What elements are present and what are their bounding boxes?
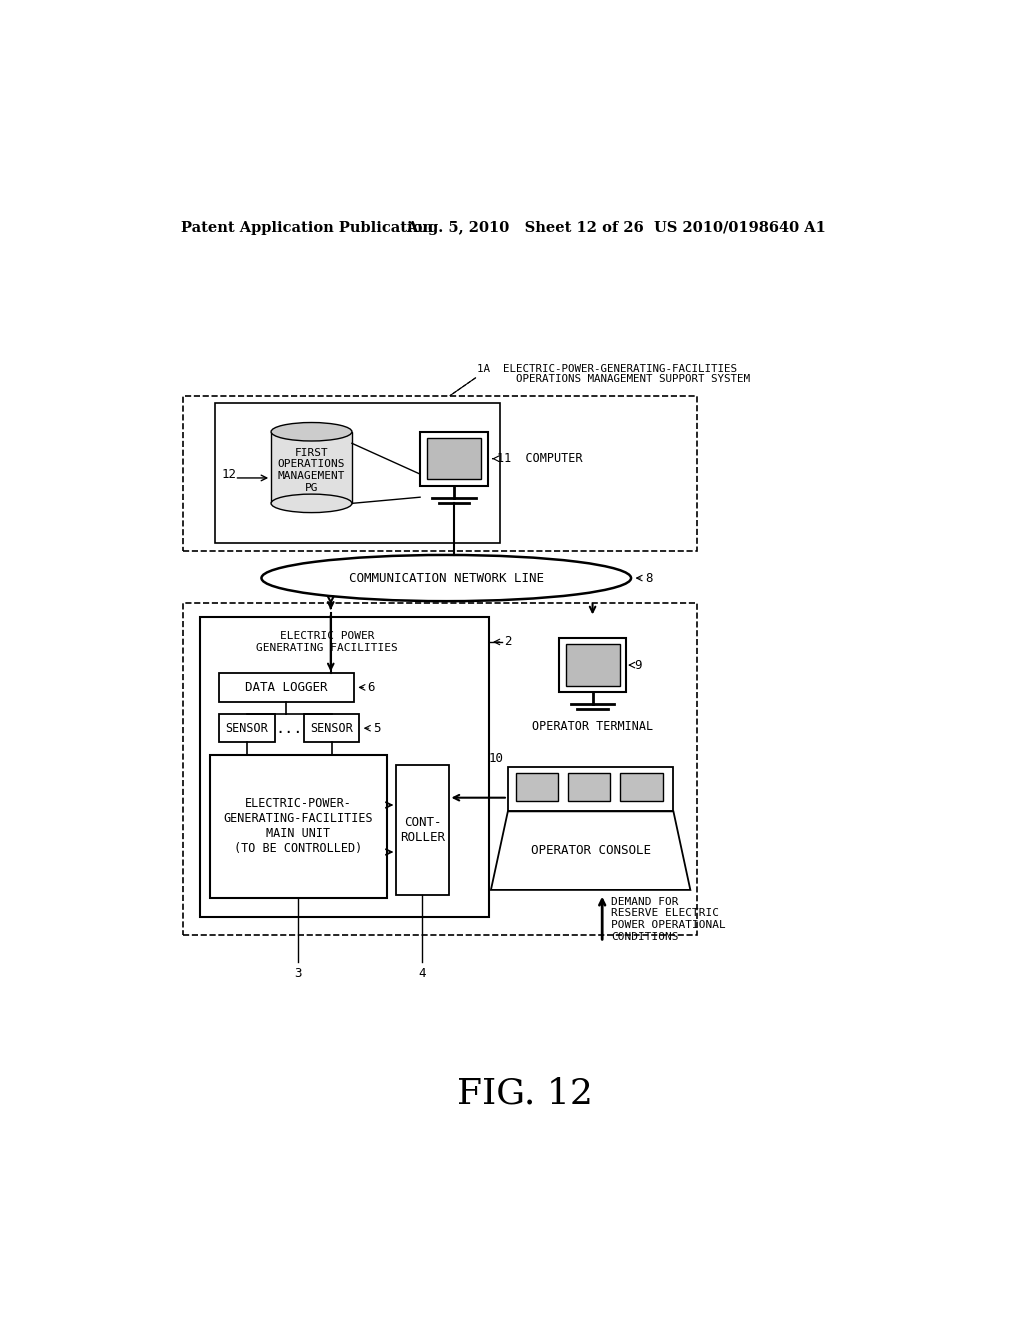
Text: ELECTRIC POWER: ELECTRIC POWER <box>280 631 374 640</box>
Text: 3: 3 <box>295 966 302 979</box>
Text: DEMAND FOR
RESERVE ELECTRIC
POWER OPERATIONAL
CONDITIONS: DEMAND FOR RESERVE ELECTRIC POWER OPERAT… <box>611 896 726 941</box>
Text: Aug. 5, 2010   Sheet 12 of 26: Aug. 5, 2010 Sheet 12 of 26 <box>407 220 644 235</box>
Text: ELECTRIC-POWER-
GENERATING-FACILITIES
MAIN UNIT
(TO BE CONTROLLED): ELECTRIC-POWER- GENERATING-FACILITIES MA… <box>223 797 373 855</box>
Text: 12: 12 <box>221 467 237 480</box>
Text: OPERATIONS MANAGEMENT SUPPORT SYSTEM: OPERATIONS MANAGEMENT SUPPORT SYSTEM <box>477 375 750 384</box>
Bar <box>215 404 500 544</box>
Bar <box>183 396 696 552</box>
Text: CONT-
ROLLER: CONT- ROLLER <box>400 816 444 845</box>
Polygon shape <box>490 812 690 890</box>
Text: 6: 6 <box>368 681 375 694</box>
Ellipse shape <box>271 494 352 512</box>
Text: 4: 4 <box>419 966 426 979</box>
Text: SENSOR: SENSOR <box>225 722 268 735</box>
Bar <box>565 644 620 686</box>
Text: OPERATOR TERMINAL: OPERATOR TERMINAL <box>532 721 653 733</box>
Text: US 2010/0198640 A1: US 2010/0198640 A1 <box>654 220 826 235</box>
Bar <box>219 714 274 742</box>
Text: FIG. 12: FIG. 12 <box>457 1077 593 1111</box>
Text: 2: 2 <box>504 635 512 648</box>
Text: 5: 5 <box>373 722 381 735</box>
Bar <box>420 432 487 486</box>
Text: GENERATING FACILITIES: GENERATING FACILITIES <box>256 643 397 653</box>
Bar <box>568 774 610 800</box>
Text: 8: 8 <box>645 572 652 585</box>
Text: Patent Application Publication: Patent Application Publication <box>180 220 432 235</box>
Bar <box>427 438 481 479</box>
Bar <box>621 774 663 800</box>
Bar <box>559 638 627 692</box>
Bar <box>508 767 674 812</box>
Text: 9: 9 <box>634 659 642 672</box>
Text: DATA LOGGER: DATA LOGGER <box>245 681 328 694</box>
Text: ...: ... <box>275 721 303 735</box>
Bar <box>183 603 696 935</box>
Bar <box>396 766 449 895</box>
Text: 10: 10 <box>489 752 504 766</box>
Bar <box>210 755 387 898</box>
Text: 1A  ELECTRIC-POWER-GENERATING-FACILITIES: 1A ELECTRIC-POWER-GENERATING-FACILITIES <box>477 363 737 374</box>
Ellipse shape <box>271 422 352 441</box>
Text: OPERATOR CONSOLE: OPERATOR CONSOLE <box>530 843 650 857</box>
Text: SENSOR: SENSOR <box>310 722 353 735</box>
Bar <box>515 774 558 800</box>
Bar <box>219 673 354 702</box>
Ellipse shape <box>261 554 631 601</box>
Text: COMMUNICATION NETWORK LINE: COMMUNICATION NETWORK LINE <box>349 572 544 585</box>
Bar <box>200 616 488 917</box>
Bar <box>304 714 359 742</box>
Text: 11  COMPUTER: 11 COMPUTER <box>497 453 583 465</box>
Text: FIRST
OPERATIONS
MANAGEMENT
PG: FIRST OPERATIONS MANAGEMENT PG <box>278 447 345 492</box>
Bar <box>271 432 352 503</box>
